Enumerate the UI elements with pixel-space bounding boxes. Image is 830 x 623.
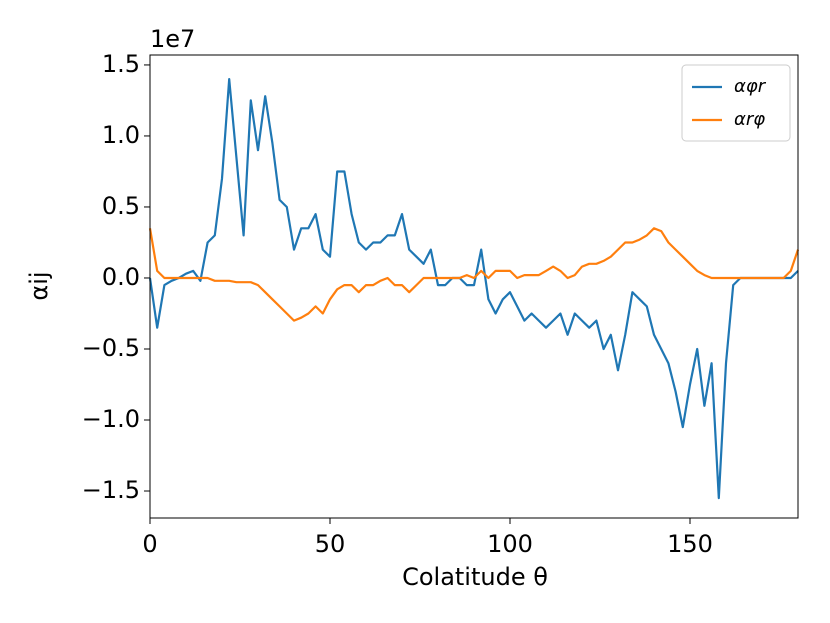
x-tick-label: 150 (667, 530, 713, 558)
series-line (148, 78, 799, 500)
y-tick-label: 1.5 (102, 50, 140, 78)
y-tick-label: −0.5 (82, 334, 140, 362)
y-tick-label: 0.0 (102, 263, 140, 291)
x-axis-label: Colatitude θ (402, 563, 548, 591)
y-tick-label: −1.0 (82, 405, 140, 433)
y-tick-label: −1.5 (82, 476, 140, 504)
y-tick-label: 0.5 (102, 192, 140, 220)
legend-label: αφr (734, 76, 767, 97)
legend-box (681, 64, 791, 142)
x-tick-label: 50 (315, 530, 346, 558)
series-line (148, 227, 800, 322)
x-tick-label: 100 (487, 530, 533, 558)
plot-frame (149, 54, 799, 519)
y-tick-label: 1.0 (102, 121, 140, 149)
x-tick-label: 0 (142, 530, 157, 558)
y-offset-label: 1e7 (150, 25, 195, 53)
legend-label: αrφ (734, 109, 765, 130)
y-axis-label: αij (25, 271, 53, 300)
